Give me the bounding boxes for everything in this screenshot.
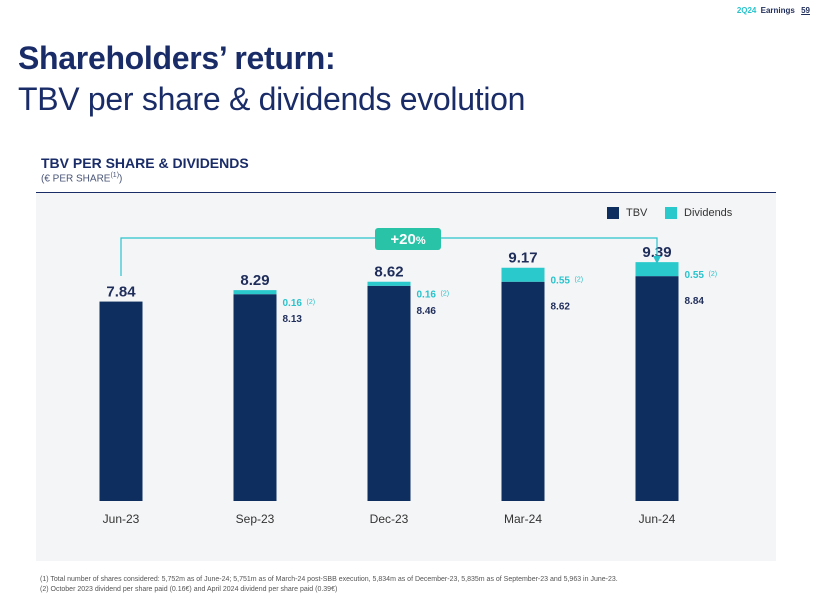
bar-tbv-dec-23 xyxy=(367,285,411,501)
chart-title: TBV PER SHARE & DIVIDENDS xyxy=(41,155,249,171)
footnote-2: (2) October 2023 dividend per share paid… xyxy=(40,586,338,593)
chart-unit-close: ) xyxy=(119,173,123,185)
dividend-footnote-ref: (2) xyxy=(575,277,584,284)
legend-item-dividends: Dividends xyxy=(665,207,732,219)
bar-tbv-sep-23 xyxy=(233,294,277,501)
report-code: 2Q24 xyxy=(736,6,757,15)
report-label: Earnings xyxy=(760,6,795,15)
growth-percent-sign: % xyxy=(416,235,426,247)
tbv-value-label: 8.46 xyxy=(417,306,437,317)
bar-dividend-dec-23 xyxy=(367,281,411,286)
page-number: 59 xyxy=(801,6,810,15)
dividend-value-label: 0.16 xyxy=(283,298,303,309)
tbv-value-label: 8.84 xyxy=(685,296,705,307)
legend-swatch-dividends xyxy=(665,207,677,219)
x-tick-label: Mar-24 xyxy=(504,512,542,526)
tbv-value-label: 8.13 xyxy=(283,314,303,325)
bar-dividend-mar-24 xyxy=(501,267,545,282)
page-title: Shareholders’ return: xyxy=(18,40,336,76)
tbv-value-label: 8.62 xyxy=(551,302,571,313)
footnotes: (1) Total number of shares considered: 5… xyxy=(40,575,618,595)
growth-arrow-icon xyxy=(653,256,661,264)
dividend-value-label: 0.16 xyxy=(417,290,437,301)
total-label: 8.29 xyxy=(240,272,269,289)
legend-item-tbv: TBV xyxy=(607,207,647,219)
bar-tbv-jun-24 xyxy=(635,276,679,501)
legend-label-tbv: TBV xyxy=(626,207,648,219)
footnote-1: (1) Total number of shares considered: 5… xyxy=(40,576,618,583)
x-tick-label: Dec-23 xyxy=(370,512,409,526)
section-divider xyxy=(36,192,776,193)
dividend-value-label: 0.55 xyxy=(685,270,705,281)
legend-label-dividends: Dividends xyxy=(684,207,733,219)
page-header-tag: 2Q24 Earnings 59 xyxy=(737,6,810,15)
bar-tbv-mar-24 xyxy=(501,281,545,501)
dividend-value-label: 0.55 xyxy=(551,276,571,287)
dividend-footnote-ref: (2) xyxy=(709,271,718,278)
chart-unit-footnote-ref: (1) xyxy=(110,172,120,179)
legend-swatch-tbv xyxy=(607,207,619,219)
bar-tbv-jun-23 xyxy=(99,301,143,501)
bar-dividend-jun-24 xyxy=(635,262,679,277)
growth-badge-label: +20% xyxy=(390,231,425,248)
chart-unit: (€ PER SHARE(1)) xyxy=(41,172,122,184)
growth-badge xyxy=(375,228,441,250)
dividend-footnote-ref: (2) xyxy=(441,291,450,298)
page-subtitle: TBV per share & dividends evolution xyxy=(18,81,526,117)
total-label: 9.17 xyxy=(508,250,537,267)
total-label: 8.62 xyxy=(374,264,403,281)
chart-unit-text: (€ PER SHARE xyxy=(41,173,111,185)
dividend-footnote-ref: (2) xyxy=(307,299,316,306)
total-label: 7.84 xyxy=(106,284,136,301)
x-tick-label: Jun-23 xyxy=(103,512,140,526)
growth-value: +20 xyxy=(390,231,415,248)
x-tick-label: Sep-23 xyxy=(236,512,275,526)
bar-dividend-sep-23 xyxy=(233,290,277,295)
x-tick-label: Jun-24 xyxy=(639,512,676,526)
